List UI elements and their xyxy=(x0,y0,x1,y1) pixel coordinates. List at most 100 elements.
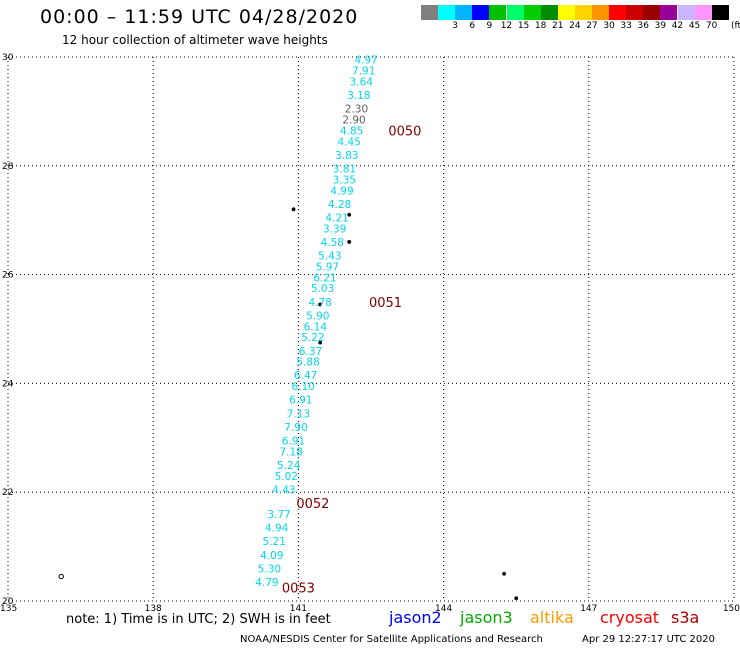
lon-tick-label: 138 xyxy=(145,604,162,614)
satellite-cryosat: cryosat xyxy=(600,608,660,627)
legend-label: 27 xyxy=(586,21,598,31)
legend-color-box xyxy=(489,5,507,20)
island-marker xyxy=(514,596,519,601)
pass-time-label: 0053 xyxy=(282,581,315,596)
legend-label: 70 xyxy=(705,21,718,31)
wave-height-label: 4.43 xyxy=(272,484,295,496)
legend-color-box xyxy=(626,5,644,20)
wave-height-label: 5.43 xyxy=(318,251,341,263)
pass-time-label: 0050 xyxy=(388,124,421,139)
legend-color-box xyxy=(643,5,661,20)
legend-color-box xyxy=(540,5,558,20)
lon-tick-label: 141 xyxy=(290,604,307,614)
wave-height-label: 4.94 xyxy=(265,523,289,535)
wave-height-label: 6.91 xyxy=(289,395,312,407)
wave-height-label: 6.47 xyxy=(294,370,317,382)
legend-label: 15 xyxy=(517,21,530,31)
legend-color-box xyxy=(438,5,456,20)
wave-height-label: 3.81 xyxy=(333,164,356,176)
wave-height-label: 5.88 xyxy=(296,357,319,369)
wave-height-label: 3.77 xyxy=(267,509,290,521)
legend-label: 39 xyxy=(654,21,667,31)
wave-height-label: 6.10 xyxy=(292,381,315,393)
legend-color-box xyxy=(523,5,541,20)
wave-height-label: 6.37 xyxy=(299,346,322,358)
wave-height-label: 3.18 xyxy=(347,90,370,102)
island-marker xyxy=(291,207,296,212)
pass-time-label: 0051 xyxy=(369,296,402,311)
legend-label: 21 xyxy=(552,21,564,31)
satellite-jason3: jason3 xyxy=(460,608,513,627)
wave-height-label: 5.02 xyxy=(275,471,298,483)
legend-color-box xyxy=(592,5,609,20)
legend-label: 24 xyxy=(569,21,581,31)
wave-height-label: 6.21 xyxy=(313,272,336,284)
wave-height-label: 4.99 xyxy=(330,185,353,197)
satellite-s3a: s3a xyxy=(671,608,700,627)
lon-tick-label: 144 xyxy=(435,604,452,614)
wave-height-label: 7.90 xyxy=(284,422,307,434)
lat-tick-label: 24 xyxy=(2,379,14,389)
legend-color-box xyxy=(609,5,627,20)
wave-height-label: 5.21 xyxy=(263,536,286,548)
wave-height-label: 4.09 xyxy=(260,550,283,562)
wave-height-label: 5.24 xyxy=(277,460,301,472)
lat-tick-label: 30 xyxy=(2,53,14,63)
wave-height-label: 6.14 xyxy=(304,321,328,333)
legend-color-box xyxy=(574,5,592,20)
wave-height-label: 7.18 xyxy=(279,446,302,458)
legend-color-box xyxy=(455,5,473,20)
legend-label: 3 xyxy=(452,21,458,31)
wave-height-label: 2.30 xyxy=(345,104,368,116)
generated-timestamp: Apr 29 12:27:17 UTC 2020 xyxy=(582,634,715,645)
island-marker xyxy=(318,340,323,345)
legend-unit: (ft) xyxy=(731,21,740,31)
wave-height-label: 3.39 xyxy=(323,223,346,235)
lat-tick-label: 22 xyxy=(2,488,13,498)
legend-label: 45 xyxy=(688,21,701,31)
wave-height-label: 4.45 xyxy=(338,136,361,148)
legend-label: 12 xyxy=(500,21,513,31)
wave-height-label: 4.58 xyxy=(321,237,344,249)
lat-tick-label: 28 xyxy=(2,162,14,172)
wave-height-label: 7.13 xyxy=(287,408,310,420)
page-subtitle: 12 hour collection of altimeter wave hei… xyxy=(62,33,328,47)
lat-tick-label: 26 xyxy=(2,271,14,281)
legend-label: 9 xyxy=(486,21,493,31)
wave-height-label: 4.28 xyxy=(328,199,351,211)
legend-label: 36 xyxy=(637,21,649,31)
legend-label: 18 xyxy=(534,21,547,31)
legend-color-box xyxy=(421,5,438,20)
wave-height-label: 3.83 xyxy=(335,150,358,162)
lat-tick-label: 20 xyxy=(2,597,14,607)
legend-color-box xyxy=(506,5,524,20)
island-marker xyxy=(347,212,352,217)
footer-note: note: 1) Time is in UTC; 2) SWH is in fe… xyxy=(66,612,331,627)
legend-label: 30 xyxy=(603,21,615,31)
lon-tick-label: 147 xyxy=(580,604,597,614)
lon-tick-label: 135 xyxy=(0,604,17,614)
island-marker xyxy=(502,571,507,576)
wave-height-label: 3.64 xyxy=(350,76,374,88)
wave-height-label: 4.21 xyxy=(325,212,348,224)
wave-height-label: 4.79 xyxy=(255,577,278,589)
legend-color-box xyxy=(660,5,678,20)
island-marker xyxy=(318,302,323,307)
legend-color-box xyxy=(711,5,729,20)
wave-height-label: 5.97 xyxy=(316,261,339,273)
wave-height-label: 7.91 xyxy=(352,66,375,78)
pass-time-label: 0052 xyxy=(296,497,329,512)
wave-height-label: 5.22 xyxy=(301,332,324,344)
page-title: 00:00 – 11:59 UTC 04/28/2020 xyxy=(40,6,359,28)
island-marker xyxy=(58,573,64,580)
island-marker xyxy=(347,240,352,244)
wave-height-label: 2.90 xyxy=(342,115,365,127)
wave-height-label: 3.35 xyxy=(333,174,356,186)
legend-label: 6 xyxy=(469,21,476,31)
credit-line: NOAA/NESDIS Center for Satellite Applica… xyxy=(240,634,543,645)
legend-label: 33 xyxy=(620,21,632,31)
wave-height-label: 5.90 xyxy=(306,310,329,322)
wave-height-label: 5.30 xyxy=(258,563,281,575)
wave-height-label: 4.78 xyxy=(308,297,331,309)
